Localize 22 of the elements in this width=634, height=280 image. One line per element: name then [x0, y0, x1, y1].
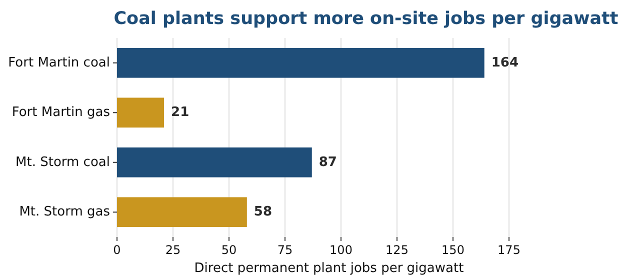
x-tick-label: 0 [113, 243, 121, 257]
x-tick-label: 100 [330, 243, 352, 257]
bar [117, 147, 312, 178]
data-label: 87 [318, 154, 337, 170]
bar [117, 98, 164, 128]
x-axis-title: Direct permanent plant jobs per gigawatt [194, 261, 464, 276]
bar [117, 197, 247, 228]
chart-title: Coal plants support more on-site jobs per gigawatt [114, 9, 618, 29]
data-label: 21 [171, 105, 190, 120]
bar [117, 48, 484, 78]
x-tick-label: 25 [165, 243, 181, 257]
data-label: 164 [491, 55, 518, 70]
x-tick-label: 175 [498, 243, 520, 257]
x-tick-label: 50 [221, 243, 237, 257]
x-tick-label: 150 [442, 243, 464, 257]
y-tick-label: Fort Martin coal [8, 55, 110, 70]
y-tick-label: Mt. Storm gas [19, 204, 110, 220]
x-tick-label: 75 [277, 243, 293, 257]
data-label: 58 [254, 204, 272, 220]
y-tick-label: Mt. Storm coal [16, 154, 110, 170]
y-tick-label: Fort Martin gas [12, 105, 110, 120]
x-tick-label: 125 [386, 243, 408, 257]
